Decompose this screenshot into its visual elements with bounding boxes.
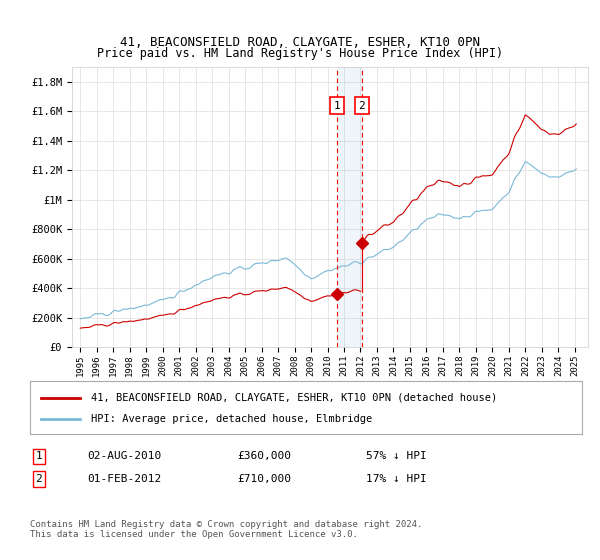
Text: 1: 1 bbox=[334, 100, 340, 110]
Text: 02-AUG-2010: 02-AUG-2010 bbox=[87, 451, 161, 461]
Text: HPI: Average price, detached house, Elmbridge: HPI: Average price, detached house, Elmb… bbox=[91, 414, 372, 424]
Text: 1: 1 bbox=[35, 451, 43, 461]
Text: 01-FEB-2012: 01-FEB-2012 bbox=[87, 474, 161, 484]
Text: Contains HM Land Registry data © Crown copyright and database right 2024.
This d: Contains HM Land Registry data © Crown c… bbox=[30, 520, 422, 539]
Bar bbox=[337, 67, 362, 347]
Text: 17% ↓ HPI: 17% ↓ HPI bbox=[366, 474, 427, 484]
Text: 57% ↓ HPI: 57% ↓ HPI bbox=[366, 451, 427, 461]
Text: £710,000: £710,000 bbox=[237, 474, 291, 484]
Text: 41, BEACONSFIELD ROAD, CLAYGATE, ESHER, KT10 0PN: 41, BEACONSFIELD ROAD, CLAYGATE, ESHER, … bbox=[120, 35, 480, 49]
Text: 41, BEACONSFIELD ROAD, CLAYGATE, ESHER, KT10 0PN (detached house): 41, BEACONSFIELD ROAD, CLAYGATE, ESHER, … bbox=[91, 393, 497, 403]
Text: £360,000: £360,000 bbox=[237, 451, 291, 461]
Text: Price paid vs. HM Land Registry's House Price Index (HPI): Price paid vs. HM Land Registry's House … bbox=[97, 46, 503, 60]
Text: 2: 2 bbox=[35, 474, 43, 484]
Text: 2: 2 bbox=[358, 100, 365, 110]
